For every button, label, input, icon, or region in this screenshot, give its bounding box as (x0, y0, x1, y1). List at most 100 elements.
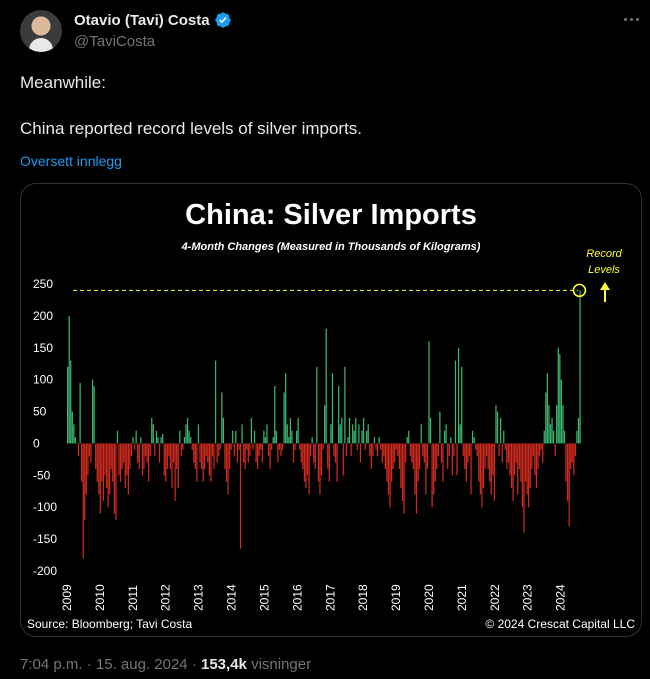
bar (394, 443, 396, 463)
bar (144, 443, 147, 457)
bar (366, 430, 368, 444)
bar (303, 443, 305, 482)
tweet-line-2: China reported record levels of silver i… (20, 119, 363, 138)
meta-separator: · (86, 656, 92, 673)
bar (260, 443, 262, 450)
bar (200, 443, 203, 469)
bar (450, 437, 452, 444)
bar (434, 443, 436, 482)
bar (314, 443, 316, 469)
bar (225, 443, 228, 482)
bar (459, 424, 461, 444)
bar (160, 437, 162, 444)
bar (258, 443, 260, 457)
bar (130, 443, 133, 457)
tweet-time[interactable]: 7:04 p.m. (20, 656, 83, 673)
bar (403, 443, 405, 514)
tweet-media-chart[interactable]: China: Silver Imports 4-Month Changes (M… (20, 183, 642, 637)
bar (359, 443, 362, 463)
bar (162, 433, 164, 444)
bar (415, 443, 418, 514)
bar (425, 443, 427, 495)
bar (119, 443, 122, 482)
bar (99, 443, 101, 514)
more-options-icon[interactable] (620, 12, 642, 26)
bar (163, 443, 165, 476)
bar (275, 430, 277, 444)
x-tick-label: 2012 (159, 584, 173, 611)
x-tick-label: 2022 (488, 584, 502, 611)
bar (239, 443, 242, 549)
bar (271, 443, 273, 450)
bar (182, 443, 184, 450)
bar (529, 443, 531, 489)
bar (565, 443, 567, 482)
bar (534, 443, 536, 476)
author-handle[interactable]: @TaviCosta (74, 33, 156, 50)
bar (563, 430, 566, 444)
bar (274, 386, 276, 444)
bar (299, 443, 301, 450)
bar (104, 443, 106, 476)
bar (91, 379, 94, 444)
bar (214, 360, 217, 444)
bar (98, 443, 100, 495)
bar (180, 443, 182, 457)
tweet-date[interactable]: 15. aug. 2024 (95, 656, 188, 673)
bar (77, 443, 80, 457)
bar (500, 417, 502, 444)
bar (367, 424, 369, 444)
bar (414, 443, 416, 495)
author-name[interactable]: Otavio (Tavi) Costa (74, 11, 210, 29)
bar (485, 443, 488, 457)
bar (300, 443, 302, 463)
bar (422, 443, 424, 457)
bar (81, 443, 83, 482)
bar (249, 443, 251, 457)
bar (135, 430, 137, 444)
bar (121, 443, 123, 469)
record-label: Record (586, 248, 622, 260)
y-tick-label: -50 (33, 468, 51, 482)
bar (551, 417, 553, 444)
bar (286, 424, 288, 444)
bar (543, 430, 545, 444)
bar (445, 424, 447, 444)
y-tick-label: 0 (33, 436, 40, 450)
bar (408, 430, 410, 444)
bar (556, 405, 558, 444)
bar (457, 347, 460, 444)
bar (493, 443, 496, 501)
bar (71, 411, 73, 444)
bar (230, 443, 232, 450)
bar (528, 443, 530, 508)
bar (246, 443, 248, 450)
bar (429, 417, 432, 444)
bar (412, 443, 415, 469)
bar (266, 424, 268, 444)
avatar[interactable] (20, 10, 62, 52)
translate-link[interactable]: Oversett innlegg (20, 153, 122, 169)
bar (224, 443, 226, 469)
bar (232, 430, 234, 444)
bar (123, 443, 125, 463)
bar (115, 443, 117, 520)
bar (552, 430, 555, 444)
bar (510, 443, 513, 489)
bar (96, 443, 98, 482)
bar (313, 443, 315, 463)
bar (570, 443, 572, 469)
bar (205, 443, 207, 457)
record-arrowhead-icon (600, 282, 610, 290)
bar (311, 437, 313, 444)
x-tick-label: 2009 (60, 584, 74, 611)
bar (218, 443, 220, 457)
tweet-line-1: Meanwhile: (20, 73, 106, 92)
chart-source: Source: Bloomberg; Tavi Costa (27, 617, 193, 631)
bar (88, 443, 91, 457)
bar (278, 443, 281, 450)
bar (369, 443, 371, 457)
bar (191, 443, 193, 450)
bar (124, 443, 126, 489)
bar (140, 437, 142, 444)
